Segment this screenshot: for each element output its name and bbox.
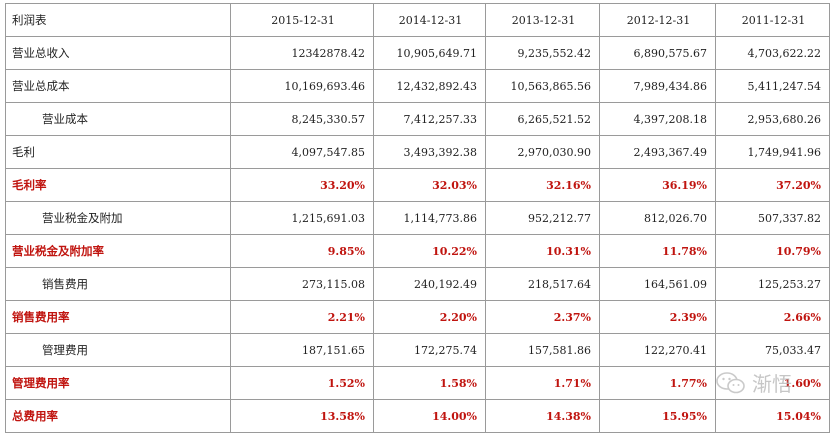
value-cell: 36.19% <box>599 168 716 202</box>
value-cell: 11.78% <box>599 234 716 268</box>
value-cell: 2,953,680.26 <box>715 102 830 136</box>
value-cell: 157,581.86 <box>485 333 600 367</box>
row-label: 营业总收入 <box>5 36 231 70</box>
value-cell: 9.85% <box>230 234 374 268</box>
value-cell: 4,097,547.85 <box>230 135 374 169</box>
row-label: 毛利 <box>5 135 231 169</box>
row-label: 管理费用率 <box>5 366 231 400</box>
value-cell: 187,151.65 <box>230 333 374 367</box>
row-label: 营业成本 <box>5 102 231 136</box>
value-cell: 10.22% <box>373 234 486 268</box>
value-cell: 9,235,552.42 <box>485 36 600 70</box>
value-cell: 125,253.27 <box>715 267 830 301</box>
table-row: 营业税金及附加 1,215,691.03 1,114,773.86 952,212.7… <box>5 201 830 235</box>
value-cell: 15.95% <box>599 399 716 433</box>
value-cell: 32.16% <box>485 168 600 202</box>
row-label: 管理费用 <box>5 333 231 367</box>
header-row: 利润表 2015-12-31 2014-12-31 2013-12-31 201… <box>5 3 830 37</box>
value-cell: 12342878.42 <box>230 36 374 70</box>
table-title: 利润表 <box>5 3 231 37</box>
value-cell: 10.79% <box>715 234 830 268</box>
value-cell: 12,432,892.43 <box>373 69 486 103</box>
watermark: 渐悟 <box>716 368 792 397</box>
value-cell: 75,033.47 <box>715 333 830 367</box>
table-row: 营业税金及附加率 9.85% 10.22% 10.31% 11.78% 10.79% <box>5 234 830 268</box>
row-label: 总费用率 <box>5 399 231 433</box>
table-row: 营业成本 8,245,330.57 7,412,257.33 6,265,521.52… <box>5 102 830 136</box>
value-cell: 2.37% <box>485 300 600 334</box>
table-row: 销售费用率 2.21% 2.20% 2.37% 2.39% 2.66% <box>5 300 830 334</box>
value-cell: 1.58% <box>373 366 486 400</box>
value-cell: 10,905,649.71 <box>373 36 486 70</box>
value-cell: 10.31% <box>485 234 600 268</box>
value-cell: 507,337.82 <box>715 201 830 235</box>
row-label: 营业税金及附加 <box>5 201 231 235</box>
value-cell: 2.66% <box>715 300 830 334</box>
row-label: 毛利率 <box>5 168 231 202</box>
row-label: 销售费用 <box>5 267 231 301</box>
column-header-2014: 2014-12-31 <box>373 3 486 37</box>
value-cell: 4,397,208.18 <box>599 102 716 136</box>
value-cell: 10,169,693.46 <box>230 69 374 103</box>
value-cell: 2.39% <box>599 300 716 334</box>
value-cell: 1,749,941.96 <box>715 135 830 169</box>
value-cell: 7,989,434.86 <box>599 69 716 103</box>
value-cell: 15.04% <box>715 399 830 433</box>
value-cell: 2,493,367.49 <box>599 135 716 169</box>
value-cell: 273,115.08 <box>230 267 374 301</box>
value-cell: 1.52% <box>230 366 374 400</box>
row-label: 营业税金及附加率 <box>5 234 231 268</box>
table-row: 毛利率 33.20% 32.03% 32.16% 36.19% 37.20% <box>5 168 830 202</box>
value-cell: 6,890,575.67 <box>599 36 716 70</box>
value-cell: 13.58% <box>230 399 374 433</box>
value-cell: 172,275.74 <box>373 333 486 367</box>
value-cell: 1,215,691.03 <box>230 201 374 235</box>
value-cell: 2,970,030.90 <box>485 135 600 169</box>
table-row: 销售费用 273,115.08 240,192.49 218,517.64 164,56… <box>5 267 830 301</box>
value-cell: 218,517.64 <box>485 267 600 301</box>
value-cell: 812,026.70 <box>599 201 716 235</box>
table-row: 管理费用率 1.52% 1.58% 1.71% 1.77% 1.60% <box>5 366 830 400</box>
value-cell: 1,114,773.86 <box>373 201 486 235</box>
row-label: 销售费用率 <box>5 300 231 334</box>
value-cell: 2.20% <box>373 300 486 334</box>
value-cell: 240,192.49 <box>373 267 486 301</box>
value-cell: 122,270.41 <box>599 333 716 367</box>
value-cell: 1.71% <box>485 366 600 400</box>
row-label: 营业总成本 <box>5 69 231 103</box>
value-cell: 14.38% <box>485 399 600 433</box>
column-header-2012: 2012-12-31 <box>599 3 716 37</box>
table-row: 毛利 4,097,547.85 3,493,392.38 2,970,030.90 2,… <box>5 135 830 169</box>
value-cell: 952,212.77 <box>485 201 600 235</box>
value-cell: 7,412,257.33 <box>373 102 486 136</box>
value-cell: 164,561.09 <box>599 267 716 301</box>
value-cell: 5,411,247.54 <box>715 69 830 103</box>
value-cell: 14.00% <box>373 399 486 433</box>
value-cell: 32.03% <box>373 168 486 202</box>
column-header-2015: 2015-12-31 <box>230 3 374 37</box>
table-row: 管理费用 187,151.65 172,275.74 157,581.86 122,27… <box>5 333 830 367</box>
value-cell: 1.77% <box>599 366 716 400</box>
column-header-2013: 2013-12-31 <box>485 3 600 37</box>
income-statement-table: 利润表 2015-12-31 2014-12-31 2013-12-31 201… <box>5 3 830 433</box>
watermark-text: 渐悟 <box>752 372 792 396</box>
value-cell: 6,265,521.52 <box>485 102 600 136</box>
value-cell: 2.21% <box>230 300 374 334</box>
value-cell: 4,703,622.22 <box>715 36 830 70</box>
value-cell: 3,493,392.38 <box>373 135 486 169</box>
table-row: 营业总收入 12342878.42 10,905,649.71 9,235,552.4… <box>5 36 830 70</box>
value-cell: 33.20% <box>230 168 374 202</box>
column-header-2011: 2011-12-31 <box>715 3 830 37</box>
value-cell: 37.20% <box>715 168 830 202</box>
table-row: 总费用率 13.58% 14.00% 14.38% 15.95% 15.04% <box>5 399 830 433</box>
table-row: 营业总成本 10,169,693.46 12,432,892.43 10,563,86… <box>5 69 830 103</box>
value-cell: 8,245,330.57 <box>230 102 374 136</box>
value-cell: 10,563,865.56 <box>485 69 600 103</box>
wechat-logo-icon <box>716 371 745 393</box>
